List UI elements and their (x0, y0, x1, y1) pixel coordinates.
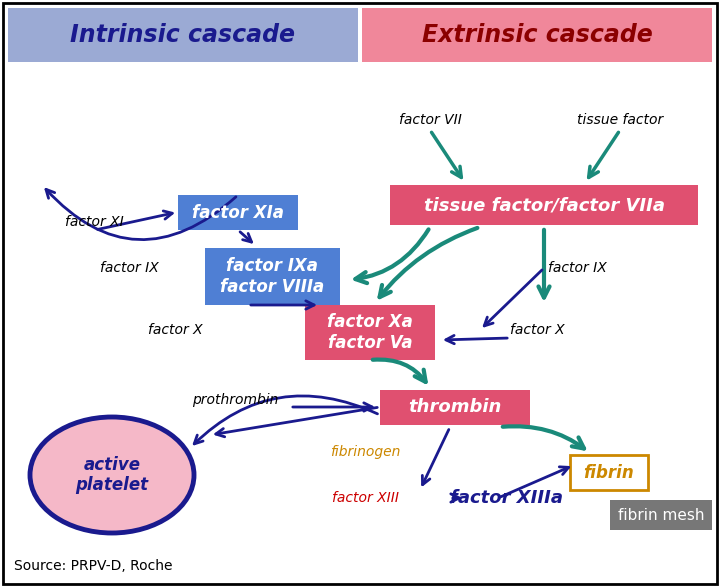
Text: factor IX: factor IX (548, 261, 607, 275)
FancyBboxPatch shape (362, 8, 712, 62)
Text: factor X: factor X (510, 323, 564, 337)
FancyBboxPatch shape (390, 185, 698, 225)
FancyBboxPatch shape (178, 195, 298, 230)
Text: thrombin: thrombin (408, 399, 502, 417)
Text: Extrinsic cascade: Extrinsic cascade (422, 23, 652, 47)
Text: fibrinogen: fibrinogen (330, 445, 400, 459)
FancyBboxPatch shape (305, 305, 435, 360)
Text: factor X: factor X (148, 323, 202, 337)
Text: fibrin mesh: fibrin mesh (618, 508, 704, 522)
FancyBboxPatch shape (610, 500, 712, 530)
Ellipse shape (30, 417, 194, 533)
Text: Intrinsic cascade: Intrinsic cascade (71, 23, 295, 47)
FancyBboxPatch shape (8, 8, 358, 62)
Text: factor Xa
factor Va: factor Xa factor Va (327, 313, 413, 352)
FancyBboxPatch shape (205, 248, 340, 305)
Text: factor VII: factor VII (399, 113, 462, 127)
FancyBboxPatch shape (570, 455, 648, 490)
Text: fibrin: fibrin (584, 464, 634, 481)
FancyBboxPatch shape (380, 390, 530, 425)
Text: factor XIIIa: factor XIIIa (449, 489, 562, 507)
Text: Source: PRPV-D, Roche: Source: PRPV-D, Roche (14, 559, 173, 573)
Text: factor IXa
factor VIIIa: factor IXa factor VIIIa (220, 257, 325, 296)
Text: active
platelet: active platelet (76, 456, 148, 494)
Text: factor XI: factor XI (65, 215, 124, 229)
Text: tissue factor/factor VIIa: tissue factor/factor VIIa (423, 196, 665, 214)
Text: prothrombin: prothrombin (192, 393, 279, 407)
Text: factor XIa: factor XIa (192, 204, 284, 221)
Text: tissue factor: tissue factor (577, 113, 663, 127)
Text: factor IX: factor IX (100, 261, 158, 275)
Text: factor XIII: factor XIII (331, 491, 398, 505)
